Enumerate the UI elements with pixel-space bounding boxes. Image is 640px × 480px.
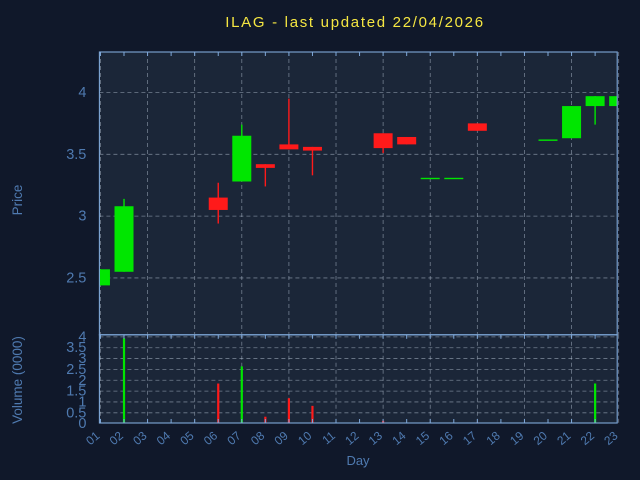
svg-text:4: 4	[78, 85, 86, 101]
svg-text:Volume (0000): Volume (0000)	[10, 336, 25, 424]
svg-text:2.5: 2.5	[66, 270, 86, 286]
svg-text:ILAG - last updated 22/04/2026: ILAG - last updated 22/04/2026	[225, 14, 484, 31]
svg-text:Day: Day	[346, 453, 370, 468]
svg-text:Price: Price	[10, 185, 25, 216]
svg-text:3.5: 3.5	[66, 147, 86, 163]
svg-text:3: 3	[78, 209, 86, 225]
svg-text:4: 4	[78, 329, 86, 345]
